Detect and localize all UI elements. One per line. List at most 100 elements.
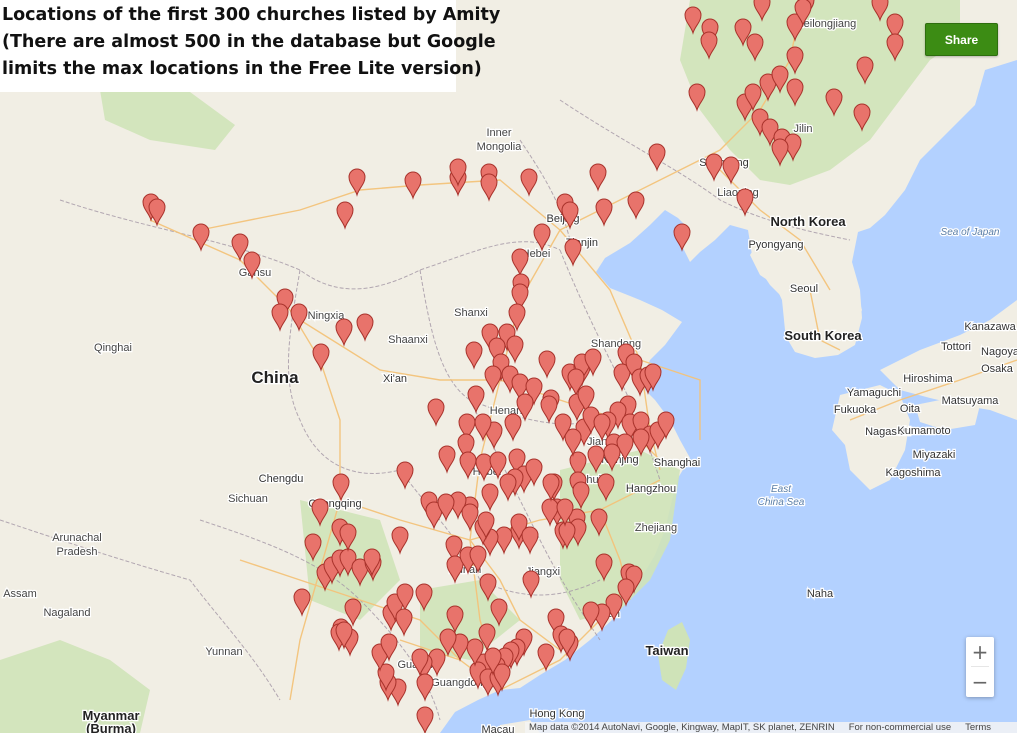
church-markers[interactable] <box>142 0 904 733</box>
church-marker[interactable] <box>547 608 565 637</box>
church-marker[interactable] <box>589 163 607 192</box>
church-marker[interactable] <box>595 553 613 582</box>
church-marker[interactable] <box>771 138 789 167</box>
church-marker[interactable] <box>480 173 498 202</box>
church-marker[interactable] <box>525 377 543 406</box>
church-marker[interactable] <box>490 598 508 627</box>
church-marker[interactable] <box>231 233 249 262</box>
church-marker[interactable] <box>439 628 457 657</box>
church-marker[interactable] <box>595 198 613 227</box>
church-marker[interactable] <box>554 413 572 442</box>
church-marker[interactable] <box>484 647 502 676</box>
church-marker[interactable] <box>632 428 650 457</box>
noncommercial-link[interactable]: For non-commercial use <box>848 722 952 733</box>
church-marker[interactable] <box>404 171 422 200</box>
church-marker[interactable] <box>771 65 789 94</box>
church-marker[interactable] <box>446 555 464 584</box>
church-marker[interactable] <box>311 498 329 527</box>
church-marker[interactable] <box>582 601 600 630</box>
church-marker[interactable] <box>445 535 463 564</box>
church-marker[interactable] <box>541 498 559 527</box>
church-marker[interactable] <box>627 191 645 220</box>
church-marker[interactable] <box>437 493 455 522</box>
church-marker[interactable] <box>871 0 889 22</box>
church-marker[interactable] <box>495 526 513 555</box>
church-marker[interactable] <box>336 201 354 230</box>
church-marker[interactable] <box>564 238 582 267</box>
church-marker[interactable] <box>451 633 469 662</box>
church-marker[interactable] <box>584 348 602 377</box>
church-marker[interactable] <box>449 158 467 187</box>
church-marker[interactable] <box>734 18 752 47</box>
church-marker[interactable] <box>339 523 357 552</box>
church-marker[interactable] <box>648 143 666 172</box>
church-marker[interactable] <box>499 473 517 502</box>
church-marker[interactable] <box>489 451 507 480</box>
church-marker[interactable] <box>542 473 560 502</box>
church-marker[interactable] <box>613 363 631 392</box>
church-marker[interactable] <box>590 508 608 537</box>
church-marker[interactable] <box>446 605 464 634</box>
church-marker[interactable] <box>673 223 691 252</box>
church-marker[interactable] <box>425 501 443 530</box>
church-marker[interactable] <box>415 583 433 612</box>
church-marker[interactable] <box>508 303 526 332</box>
zoom-in-button[interactable]: + <box>971 639 989 664</box>
church-marker[interactable] <box>700 31 718 60</box>
church-marker[interactable] <box>466 638 484 667</box>
church-marker[interactable] <box>886 13 904 42</box>
church-marker[interactable] <box>395 608 413 637</box>
church-marker[interactable] <box>644 363 662 392</box>
church-marker[interactable] <box>332 473 350 502</box>
church-marker[interactable] <box>458 413 476 442</box>
church-marker[interactable] <box>744 83 762 112</box>
church-marker[interactable] <box>356 313 374 342</box>
church-marker[interactable] <box>290 303 308 332</box>
church-marker[interactable] <box>457 433 475 462</box>
church-marker[interactable] <box>335 318 353 347</box>
church-marker[interactable] <box>411 648 429 677</box>
church-marker[interactable] <box>786 13 804 42</box>
church-marker[interactable] <box>511 373 529 402</box>
church-marker[interactable] <box>271 303 289 332</box>
church-marker[interactable] <box>508 448 526 477</box>
church-marker[interactable] <box>705 153 723 182</box>
church-marker[interactable] <box>475 453 493 482</box>
church-marker[interactable] <box>396 461 414 490</box>
church-marker[interactable] <box>148 198 166 227</box>
church-marker[interactable] <box>396 583 414 612</box>
church-marker[interactable] <box>335 621 353 650</box>
church-marker[interactable] <box>684 6 702 35</box>
church-marker[interactable] <box>561 201 579 230</box>
church-marker[interactable] <box>537 643 555 672</box>
church-marker[interactable] <box>556 498 574 527</box>
church-marker[interactable] <box>825 88 843 117</box>
church-marker[interactable] <box>348 168 366 197</box>
church-marker[interactable] <box>587 445 605 474</box>
church-marker[interactable] <box>484 365 502 394</box>
church-marker[interactable] <box>344 598 362 627</box>
church-marker[interactable] <box>478 623 496 652</box>
church-marker[interactable] <box>521 526 539 555</box>
church-marker[interactable] <box>481 483 499 512</box>
church-marker[interactable] <box>856 56 874 85</box>
church-marker[interactable] <box>192 223 210 252</box>
church-marker[interactable] <box>746 33 764 62</box>
church-marker[interactable] <box>479 573 497 602</box>
church-marker[interactable] <box>461 503 479 532</box>
church-marker[interactable] <box>564 428 582 457</box>
church-marker[interactable] <box>533 223 551 252</box>
church-marker[interactable] <box>477 511 495 540</box>
church-marker[interactable] <box>567 368 585 397</box>
church-marker[interactable] <box>511 248 529 277</box>
church-marker[interactable] <box>722 156 740 185</box>
terms-link[interactable]: Terms <box>965 722 991 733</box>
church-marker[interactable] <box>438 445 456 474</box>
church-marker[interactable] <box>377 663 395 692</box>
church-marker[interactable] <box>416 673 434 702</box>
church-marker[interactable] <box>572 481 590 510</box>
church-marker[interactable] <box>363 548 381 577</box>
church-marker[interactable] <box>853 103 871 132</box>
zoom-out-button[interactable]: − <box>971 669 989 694</box>
church-marker[interactable] <box>688 83 706 112</box>
